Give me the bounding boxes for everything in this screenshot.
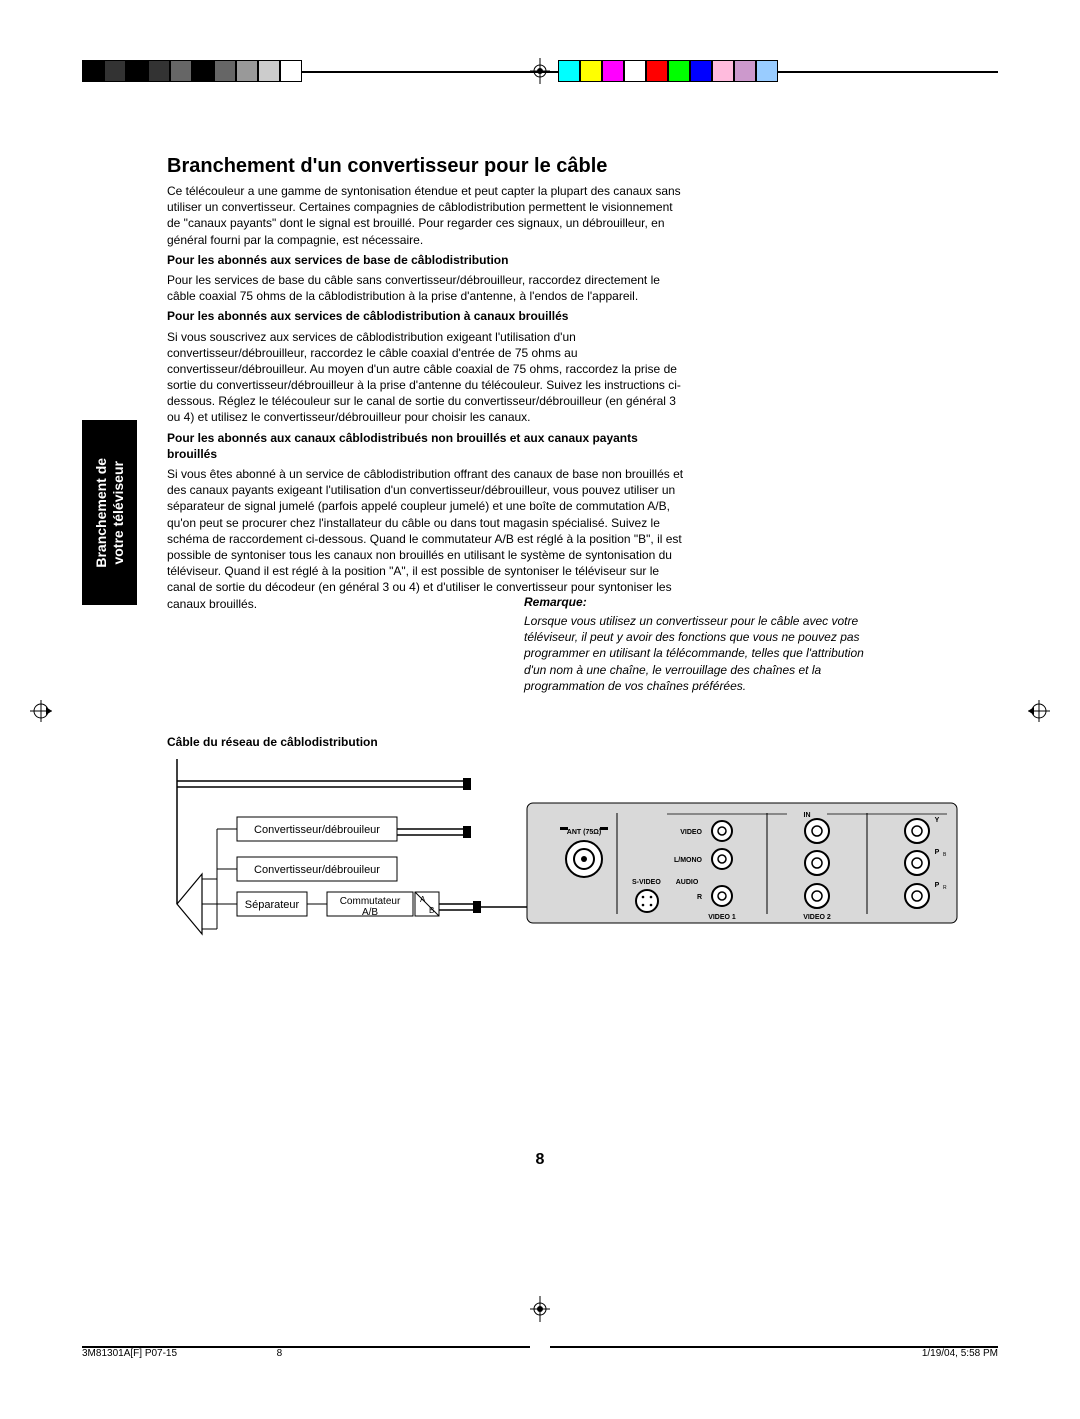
sub1-body: Pour les services de base du câble sans …: [167, 272, 687, 304]
intro: Ce télécouleur a une gamme de syntonisat…: [167, 183, 687, 248]
sub3-title: Pour les abonnés aux canaux câblodistrib…: [167, 431, 638, 461]
svg-text:P: P: [935, 849, 940, 856]
remark-title: Remarque:: [524, 595, 874, 609]
sub2-title: Pour les abonnés aux services de câblodi…: [167, 309, 568, 323]
sub1-title: Pour les abonnés aux services de base de…: [167, 253, 508, 267]
top-rule-left: [302, 71, 558, 73]
remark-box: Remarque: Lorsque vous utilisez un conve…: [524, 595, 874, 694]
footer: 3M81301A[F] P07-15 8 1/19/04, 5:58 PM: [82, 1348, 998, 1359]
side-mark-right: [1028, 700, 1050, 727]
heading: Branchement d'un convertisseur pour le c…: [167, 155, 998, 178]
svg-text:VIDEO 1: VIDEO 1: [708, 914, 736, 921]
side-tab-line1: Branchement de: [93, 458, 109, 568]
color-bar-left: [82, 60, 302, 82]
diagram-title: Câble du réseau de câblodistribution: [167, 735, 987, 749]
svg-text:S-VIDEO: S-VIDEO: [632, 879, 661, 886]
box2-label: Convertisseur/débrouileur: [254, 864, 380, 876]
splitter-label: Séparateur: [245, 899, 300, 911]
registration-mark-top: [530, 58, 550, 89]
svg-text:A/B: A/B: [362, 907, 378, 918]
top-rule-right: [778, 71, 998, 73]
svg-text:VIDEO: VIDEO: [680, 829, 702, 836]
remark-body: Lorsque vous utilisez un convertisseur p…: [524, 613, 874, 694]
svg-text:R: R: [943, 885, 947, 891]
svg-text:ANT (75Ω): ANT (75Ω): [567, 829, 601, 836]
svg-text:Y: Y: [935, 817, 940, 824]
page-number: 8: [0, 1151, 1080, 1169]
side-tab: Branchement de votre téléviseur: [82, 420, 137, 605]
body-text: Ce télécouleur a une gamme de syntonisat…: [167, 183, 687, 616]
svg-text:A: A: [420, 895, 426, 904]
side-mark-left: [30, 700, 52, 727]
svg-text:IN: IN: [804, 812, 811, 819]
svg-text:R: R: [697, 894, 702, 901]
sub2-body: Si vous souscrivez aux services de câblo…: [167, 329, 687, 426]
page-content: Branchement d'un convertisseur pour le c…: [82, 155, 998, 184]
footer-right: 1/19/04, 5:58 PM: [922, 1348, 998, 1359]
footer-mid: 8: [277, 1348, 283, 1359]
sub3-body: Si vous êtes abonné à un service de câbl…: [167, 466, 687, 612]
svg-text:AUDIO: AUDIO: [676, 879, 699, 886]
side-tab-line2: votre téléviseur: [110, 461, 126, 565]
wiring-diagram: Câble du réseau de câblodistribution Con…: [167, 735, 987, 945]
box1-label: Convertisseur/débrouileur: [254, 824, 380, 836]
diagram-svg: Convertisseur/débrouileur Convertisseur/…: [167, 759, 987, 949]
color-bar-right: [558, 60, 778, 82]
switch-label: Commutateur: [340, 896, 401, 907]
svg-text:VIDEO 2: VIDEO 2: [803, 914, 831, 921]
svg-text:L/MONO: L/MONO: [674, 857, 703, 864]
svg-text:P: P: [935, 882, 940, 889]
footer-left: 3M81301A[F] P07-15: [82, 1348, 177, 1359]
registration-mark-bottom: [530, 1296, 550, 1327]
svg-text:B: B: [429, 906, 434, 915]
